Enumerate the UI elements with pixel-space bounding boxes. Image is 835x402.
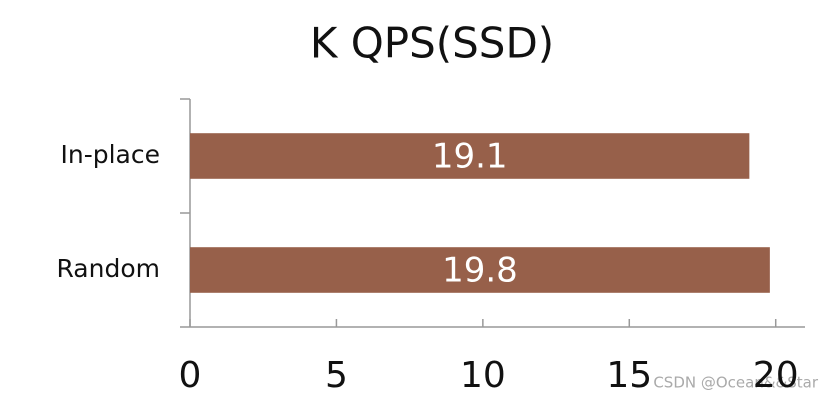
y-tick-label: Random <box>56 254 160 283</box>
chart-title: K QPS(SSD) <box>310 19 554 68</box>
value-label: 19.8 <box>442 251 518 291</box>
y-tick-label: In-place <box>61 140 161 169</box>
x-tick-label: 15 <box>606 355 652 396</box>
x-tick-label: 20 <box>753 355 799 396</box>
x-tick-label: 5 <box>325 355 348 396</box>
x-tick-label: 0 <box>179 355 202 396</box>
watermark: CSDN @Ocean&&Star <box>653 374 819 392</box>
bar <box>190 133 750 179</box>
value-label: 19.1 <box>432 137 508 177</box>
x-tick-label: 10 <box>460 355 506 396</box>
bar <box>190 247 770 293</box>
